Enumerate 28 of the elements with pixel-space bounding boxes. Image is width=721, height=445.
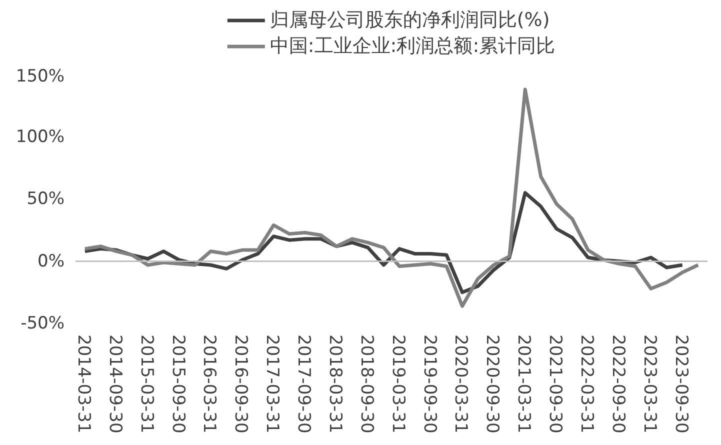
y-tick-label: 100%	[16, 126, 65, 147]
y-tick-label: -50%	[20, 314, 64, 334]
x-tick-label: 2016-09-30	[230, 334, 251, 434]
x-tick-label: 2018-09-30	[356, 334, 376, 434]
x-tick-label: 2020-03-31	[450, 334, 471, 434]
x-tick-label: 2020-09-30	[482, 334, 502, 434]
x-tick-label: 2017-09-30	[294, 334, 314, 434]
x-tick-label: 2021-03-31	[514, 334, 534, 434]
x-tick-label: 2022-09-30	[608, 334, 628, 434]
y-tick-label: 0%	[38, 251, 65, 272]
x-tick-label: 2018-03-31	[324, 334, 345, 434]
x-tick-label: 2023-03-31	[639, 334, 660, 434]
x-tick-label: 2015-09-30	[168, 334, 188, 434]
x-tick-label: 2019-03-31	[388, 334, 408, 434]
x-tick-label: 2014-09-30	[104, 334, 125, 434]
y-tick-label: 50%	[26, 189, 65, 209]
x-tick-label: 2019-09-30	[419, 334, 440, 434]
x-tick-label: 2022-03-31	[576, 334, 597, 434]
x-tick-label: 2014-03-31	[73, 334, 94, 434]
x-tick-label: 2021-09-30	[545, 334, 566, 434]
x-tick-label: 2017-03-31	[262, 334, 282, 434]
legend-label: 中国:工业企业:利润总额:累计同比	[270, 34, 556, 59]
x-tick-label: 2023-09-30	[670, 334, 691, 434]
x-tick-label: 2015-03-31	[136, 334, 156, 434]
x-tick-label: 2016-03-31	[199, 334, 220, 434]
y-tick-label: 150%	[16, 66, 65, 86]
legend-label: 归属母公司股东的净利润同比(%)	[270, 8, 550, 33]
line-series	[83, 88, 700, 308]
